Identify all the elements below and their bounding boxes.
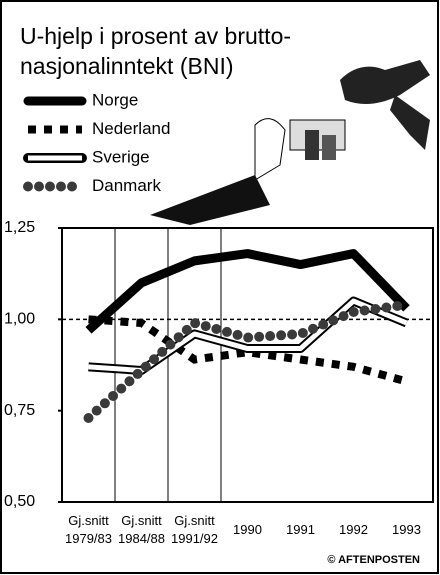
legend-label: Danmark [92, 176, 161, 195]
x-tick-label-line: 1992 [339, 522, 368, 537]
legend-label: Nederland [92, 119, 170, 138]
y-tick-label: 1,25 [4, 219, 35, 236]
x-tick-label-line: 1984/88 [118, 531, 165, 546]
legend-label: Norge [92, 90, 138, 109]
chart-title: U-hjelp i prosent av brutto- [20, 23, 291, 49]
x-tick-label-line: Gj.snitt [121, 513, 162, 528]
chart-title: nasjonalinntekt (BNI) [20, 53, 234, 79]
y-tick-label: 0,75 [4, 402, 35, 419]
x-tick-label-line: 1991/92 [171, 531, 218, 546]
x-tick-label: 1990 [233, 522, 262, 537]
x-tick-label-line: Gj.snitt [68, 513, 109, 528]
x-tick-label: 1993 [392, 522, 421, 537]
y-tick-label: 1,00 [4, 311, 35, 328]
chart: U-hjelp i prosent av brutto- nasjonalinn… [0, 0, 440, 575]
x-tick-label-line: 1990 [233, 522, 262, 537]
x-tick-label-line: 1991 [286, 522, 315, 537]
x-tick-label-line: 1979/83 [65, 531, 112, 546]
x-tick-label-line: 1993 [392, 522, 421, 537]
x-tick-label: 1991 [286, 522, 315, 537]
x-tick-label: 1992 [339, 522, 368, 537]
y-tick-label: 0,50 [4, 493, 35, 510]
x-tick-label-line: Gj.snitt [174, 513, 215, 528]
legend-label: Sverige [92, 147, 150, 166]
source: © AFTENPOSTEN [327, 554, 420, 566]
